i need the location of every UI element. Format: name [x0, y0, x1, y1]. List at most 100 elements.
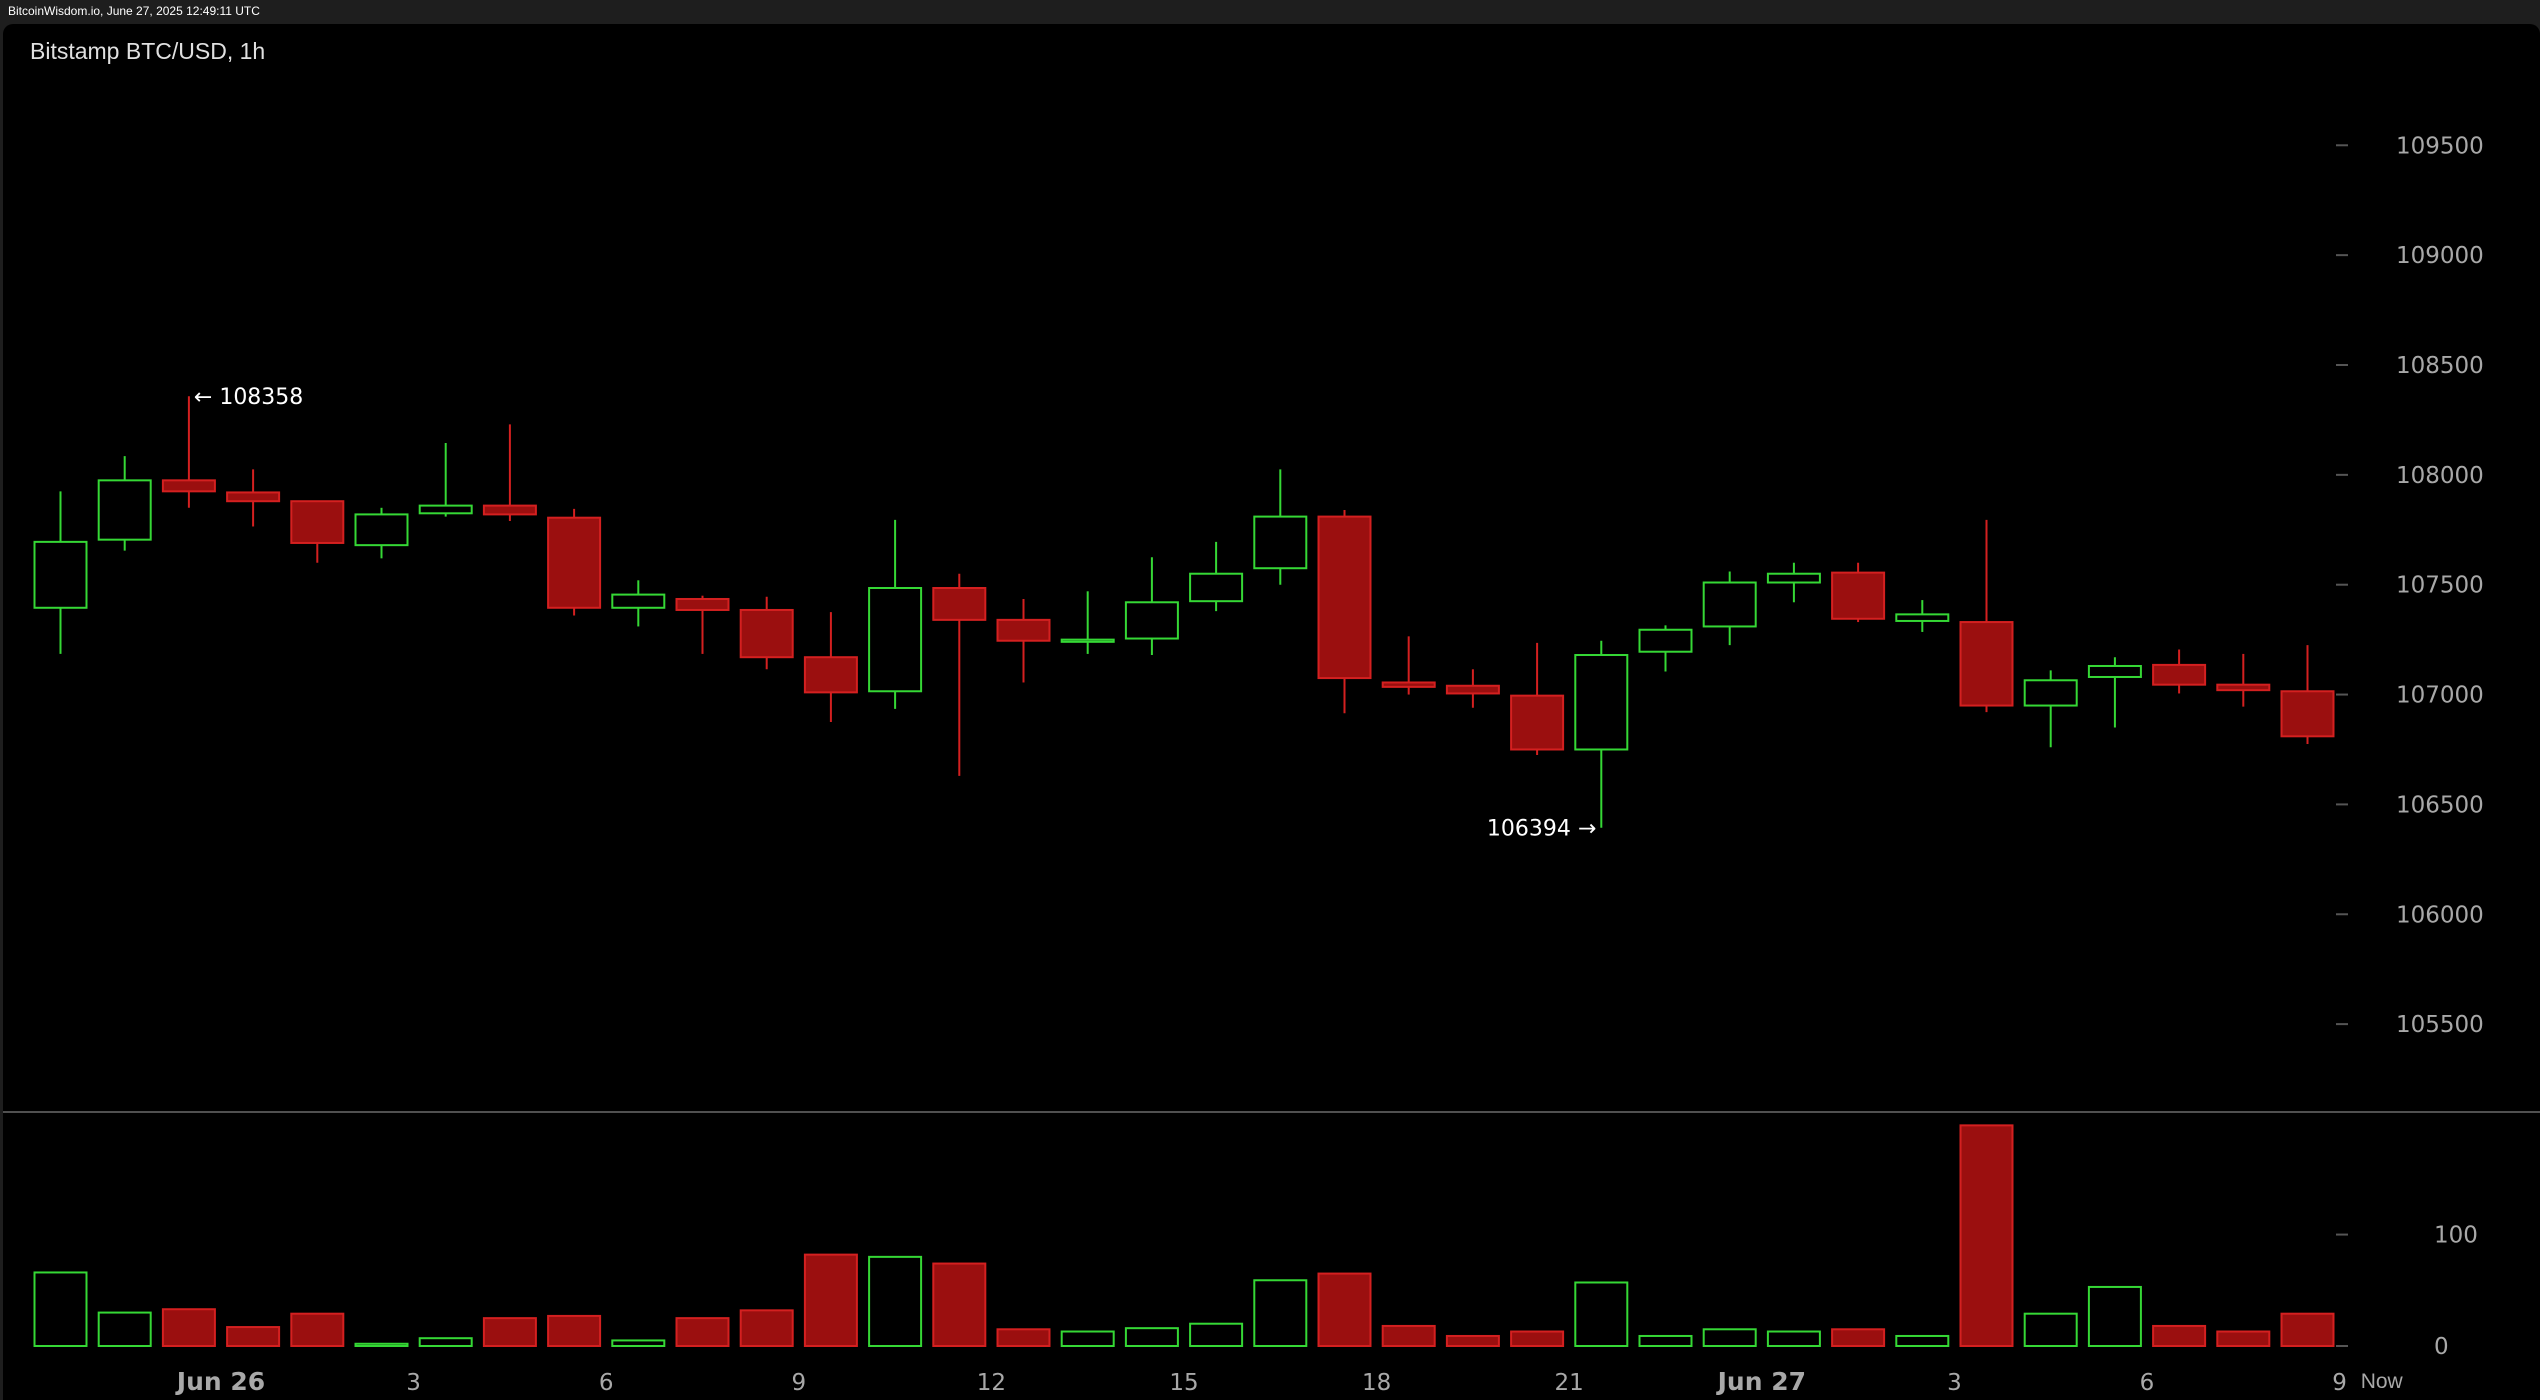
volume-bar [932, 1262, 987, 1347]
candle-body [290, 500, 345, 544]
candle [932, 573, 987, 776]
price-tick-label: 108000 [2396, 463, 2484, 489]
volume-bar [33, 1271, 88, 1348]
volume-bar [161, 1308, 216, 1347]
volume-bar [1317, 1272, 1372, 1347]
price-tick-label: 107500 [2396, 573, 2484, 599]
volume-bar [1766, 1330, 1821, 1347]
candle-body [1895, 613, 1950, 622]
candle-body [1124, 601, 1179, 640]
time-tick-label: 18 [1362, 1370, 1391, 1396]
candle [2280, 645, 2335, 744]
candle-body [2216, 683, 2271, 692]
volume-tick-label: 100 [2434, 1223, 2478, 1249]
candle [354, 507, 409, 559]
price-annotations: ← 108358 106394 → [194, 385, 1596, 842]
candle [33, 491, 88, 654]
candle [1702, 571, 1757, 646]
volume-bar [868, 1255, 923, 1348]
volume-bar [996, 1328, 1051, 1348]
candle-body [1510, 694, 1565, 751]
volume-bar [1702, 1328, 1757, 1348]
time-tick-label: 12 [977, 1370, 1006, 1396]
candle [611, 580, 666, 627]
header-timestamp: BitcoinWisdom.io, June 27, 2025 12:49:11… [8, 4, 260, 18]
candle [675, 595, 730, 654]
candle-body [1381, 681, 1436, 688]
candle [1766, 562, 1821, 603]
volume-bar [739, 1309, 794, 1348]
time-tick-label: 9 [2332, 1370, 2347, 1396]
volume-bar [1124, 1327, 1179, 1347]
candle [161, 396, 216, 508]
price-tick-label: 105500 [2396, 1012, 2484, 1038]
volume-bar [547, 1314, 602, 1348]
candle [1638, 625, 1693, 672]
volume-tick-label: 0 [2434, 1334, 2449, 1360]
price-annotation: 106394 → [1487, 817, 1596, 842]
candle [1895, 600, 1950, 632]
candle [739, 596, 794, 670]
volume-bar [2087, 1285, 2142, 1348]
candle [1317, 510, 1372, 714]
price-tick-label: 106000 [2396, 902, 2484, 928]
candle [1574, 640, 1629, 828]
time-tick-label: Jun 26 [175, 1367, 265, 1396]
candle-body [996, 618, 1051, 642]
candle [482, 424, 537, 521]
candle-body [803, 656, 858, 694]
candle [2087, 657, 2142, 728]
candle [290, 500, 345, 563]
candle-body [932, 587, 987, 621]
candle-body [1766, 572, 1821, 584]
volume-bar [803, 1253, 858, 1347]
candle-body [354, 513, 409, 547]
volume-bar [482, 1317, 537, 1347]
volume-bar [1445, 1334, 1500, 1348]
candle [418, 442, 473, 517]
candle [803, 612, 858, 723]
time-tick-label: 3 [1947, 1370, 1962, 1396]
volume-bar [1510, 1330, 1565, 1347]
volume-bar [675, 1317, 730, 1347]
volume-bar [1831, 1328, 1886, 1348]
candle-body [547, 516, 602, 609]
time-tick-label: 9 [791, 1370, 806, 1396]
candle-body [1317, 515, 1372, 680]
candle-body [2087, 664, 2142, 678]
candle [2216, 653, 2271, 707]
volume-bar [2152, 1324, 2207, 1348]
volume-bar [1895, 1334, 1950, 1348]
candle-body [482, 504, 537, 516]
price-annotation: ← 108358 [194, 385, 303, 410]
volume-bar [226, 1326, 281, 1347]
price-axis: 105500 106000 106500 107000 107500 108000 1085… [2336, 133, 2484, 1038]
candle-body [1959, 621, 2014, 707]
candle-body [161, 479, 216, 493]
candle [1060, 591, 1115, 654]
volume-bar [97, 1311, 152, 1347]
candle-body [97, 479, 152, 541]
time-tick-label: 21 [1555, 1370, 1584, 1396]
candle-body [675, 597, 730, 611]
candle [996, 598, 1051, 683]
candle [226, 469, 281, 527]
price-tick-label: 109500 [2396, 133, 2484, 159]
candle-body [1253, 515, 1308, 570]
volume-bar [1381, 1324, 1436, 1348]
candle-body [418, 504, 473, 515]
candle [1124, 557, 1179, 656]
price-tick-label: 108500 [2396, 353, 2484, 379]
candle [547, 508, 602, 616]
time-tick-label: 6 [599, 1370, 614, 1396]
volume-bar [2023, 1312, 2078, 1347]
volume-bar [1638, 1334, 1693, 1348]
candle-body [33, 540, 88, 609]
chart-panel[interactable]: Bitstamp BTC/USD, 1h 105500 106000 106500 1… [3, 24, 2540, 1400]
candle-body [226, 491, 281, 503]
candle-body [739, 608, 794, 659]
candle-body [1638, 628, 1693, 653]
candlestick-chart[interactable]: 105500 106000 106500 107000 107500 108000 1085… [3, 24, 2540, 1400]
candle-body [611, 593, 666, 609]
volume-axis: 0 100 [2336, 1223, 2478, 1360]
